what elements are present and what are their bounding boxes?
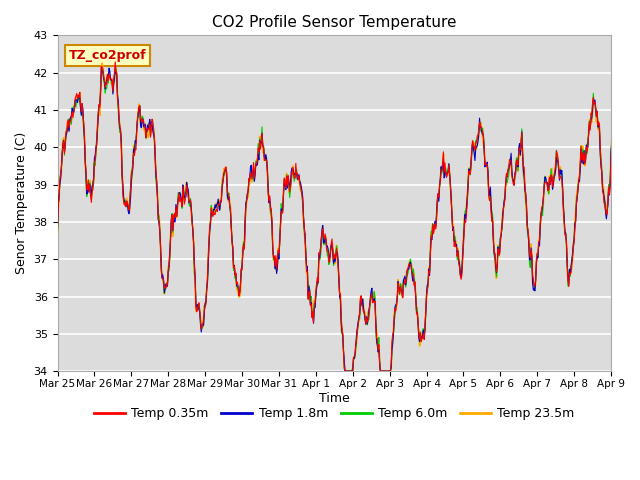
- Temp 23.5m: [414, 323, 422, 328]
- Title: CO2 Profile Sensor Temperature: CO2 Profile Sensor Temperature: [212, 15, 456, 30]
- Temp 1.8m: [341, 368, 349, 374]
- Temp 0.35m: [615, 51, 623, 57]
- Temp 23.5m: [260, 157, 268, 163]
- Temp 0.35m: [341, 368, 349, 374]
- Temp 1.8m: [414, 321, 422, 326]
- Temp 23.5m: [54, 230, 61, 236]
- Temp 6.0m: [123, 201, 131, 206]
- Temp 1.8m: [123, 198, 131, 204]
- Line: Temp 0.35m: Temp 0.35m: [58, 54, 640, 371]
- Y-axis label: Senor Temperature (C): Senor Temperature (C): [15, 132, 28, 275]
- Text: TZ_co2prof: TZ_co2prof: [68, 49, 146, 62]
- Temp 23.5m: [123, 195, 131, 201]
- Temp 1.8m: [283, 174, 291, 180]
- Temp 0.35m: [231, 272, 239, 278]
- Temp 1.8m: [615, 51, 623, 57]
- Line: Temp 6.0m: Temp 6.0m: [58, 54, 640, 371]
- Temp 6.0m: [54, 231, 61, 237]
- Temp 1.8m: [54, 227, 61, 232]
- Temp 23.5m: [447, 191, 455, 196]
- Temp 1.8m: [260, 154, 268, 160]
- Temp 6.0m: [414, 319, 422, 324]
- Temp 6.0m: [260, 151, 268, 157]
- Temp 23.5m: [341, 368, 349, 374]
- Temp 6.0m: [615, 51, 623, 57]
- Legend: Temp 0.35m, Temp 1.8m, Temp 6.0m, Temp 23.5m: Temp 0.35m, Temp 1.8m, Temp 6.0m, Temp 2…: [89, 402, 580, 425]
- Temp 1.8m: [447, 193, 455, 199]
- Temp 23.5m: [283, 171, 291, 177]
- Temp 23.5m: [231, 275, 239, 280]
- Temp 23.5m: [615, 51, 623, 57]
- Temp 6.0m: [447, 196, 455, 202]
- Temp 1.8m: [231, 272, 239, 277]
- Temp 6.0m: [283, 172, 291, 178]
- Temp 0.35m: [283, 173, 291, 179]
- Temp 6.0m: [231, 276, 239, 281]
- Line: Temp 23.5m: Temp 23.5m: [58, 54, 640, 371]
- Temp 0.35m: [260, 157, 268, 163]
- Temp 0.35m: [447, 196, 455, 202]
- Temp 6.0m: [341, 368, 349, 374]
- X-axis label: Time: Time: [319, 392, 349, 405]
- Temp 0.35m: [123, 198, 131, 204]
- Temp 0.35m: [414, 319, 422, 324]
- Line: Temp 1.8m: Temp 1.8m: [58, 54, 640, 371]
- Temp 0.35m: [54, 225, 61, 231]
